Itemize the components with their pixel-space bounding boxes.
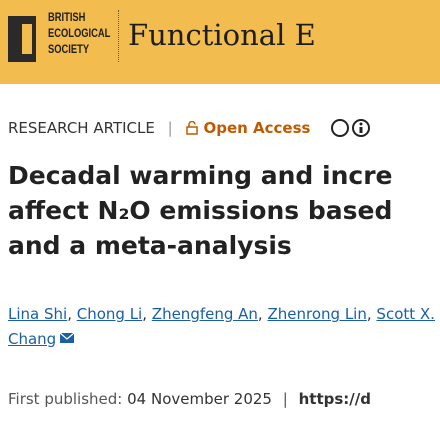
author-separator: , bbox=[257, 305, 263, 323]
author-separator: , bbox=[366, 305, 372, 323]
author-name[interactable]: Lina Shi bbox=[8, 305, 68, 323]
title-line: and a meta-analysis bbox=[8, 231, 292, 260]
open-access[interactable]: Open Access bbox=[203, 119, 311, 137]
license-icons[interactable] bbox=[331, 118, 371, 138]
society-name: BRITISH bbox=[48, 10, 86, 24]
author-name[interactable]: Zhenrong Lin bbox=[267, 305, 367, 323]
author-name[interactable]: Zhengfeng An bbox=[151, 305, 258, 323]
society-name: SOCIETY bbox=[48, 42, 90, 56]
lock-icon bbox=[186, 120, 199, 135]
divider bbox=[118, 10, 119, 62]
published-date: 04 November 2025 bbox=[127, 390, 272, 408]
journal-banner: BRITISH ECOLOGICAL SOCIETY Functional E bbox=[0, 0, 440, 84]
society-logo bbox=[8, 16, 36, 62]
separator: | bbox=[167, 119, 173, 137]
email-icon[interactable] bbox=[59, 332, 75, 344]
society-name: ECOLOGICAL bbox=[48, 26, 111, 40]
author-separator: , bbox=[67, 305, 72, 323]
author-separator: , bbox=[142, 305, 148, 323]
title-line: Decadal warming and incre bbox=[8, 161, 393, 190]
journal-title[interactable]: Functional E bbox=[128, 18, 316, 52]
title-line: affect N₂O emissions based bbox=[8, 196, 393, 225]
article-type: RESEARCH ARTICLE bbox=[8, 119, 155, 137]
author-name[interactable]: Chong Li bbox=[76, 305, 143, 323]
doi-link[interactable]: https://d bbox=[298, 390, 371, 408]
separator: | bbox=[282, 390, 288, 408]
author-list: Lina Shi, Chong Li, Zhengfeng An, Zhenro… bbox=[8, 302, 440, 352]
article-meta: RESEARCH ARTICLE | Open Access bbox=[8, 118, 371, 138]
published-label: First published: bbox=[8, 390, 123, 408]
article-title: Decadal warming and incre affect N₂O emi… bbox=[8, 158, 393, 263]
author-name[interactable]: Scott X. Chang bbox=[8, 305, 435, 348]
publication-info: First published: 04 November 2025 | http… bbox=[8, 390, 371, 408]
